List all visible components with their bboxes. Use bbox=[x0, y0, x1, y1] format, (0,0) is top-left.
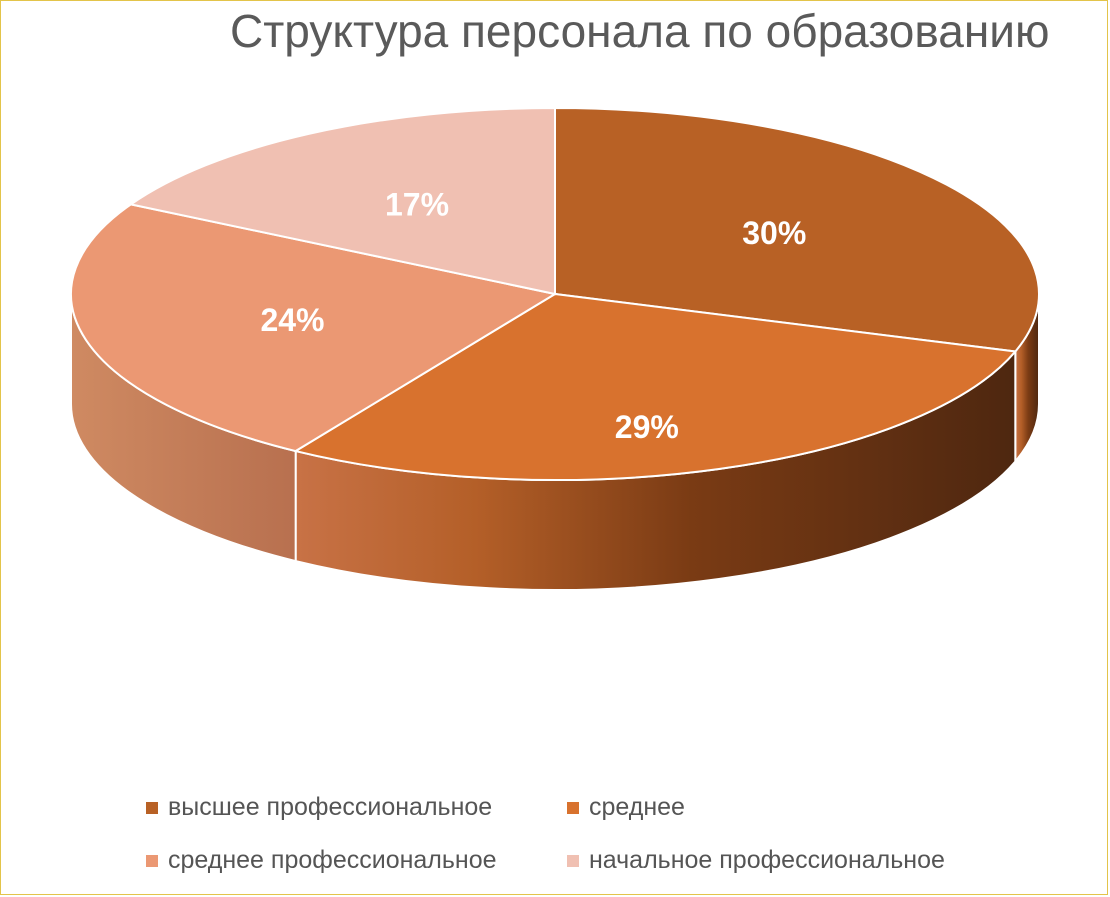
legend-label: среднее профессиональное bbox=[168, 846, 497, 874]
pie-data-label: 17% bbox=[385, 186, 449, 222]
legend-swatch bbox=[146, 801, 158, 814]
legend-swatch bbox=[567, 854, 579, 867]
legend-label: начальное профессиональное bbox=[589, 846, 945, 874]
pie-data-label: 24% bbox=[260, 302, 324, 338]
pie-slice-2 bbox=[70, 203, 558, 453]
legend-label: среднее bbox=[589, 793, 685, 821]
legend-swatch bbox=[567, 801, 579, 814]
pie-slice-3 bbox=[128, 106, 556, 296]
legend-item-vysshee: высшее профессиональное bbox=[146, 793, 492, 822]
legend-item-srednee: среднее bbox=[567, 793, 685, 822]
pie-data-label: 29% bbox=[615, 409, 679, 445]
pie-data-label: 30% bbox=[742, 215, 806, 251]
pie-slice-1 bbox=[293, 292, 1018, 481]
legend-item-nachalnoe: начальное профессиональное bbox=[567, 846, 945, 875]
legend-swatch bbox=[146, 854, 158, 867]
legend-item-srednee-prof: среднее профессиональное bbox=[146, 846, 497, 875]
chart-title: Структура персонала по образованию bbox=[230, 5, 1050, 57]
legend-label: высшее профессиональное bbox=[168, 793, 493, 821]
pie-chart: 30% 29% 24% 17% bbox=[70, 106, 1040, 591]
pie-slice-0 bbox=[554, 106, 1040, 353]
